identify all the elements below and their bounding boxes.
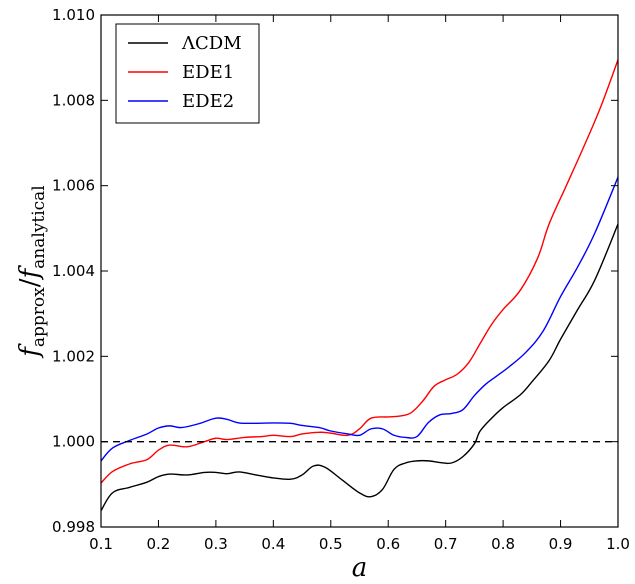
legend: ΛCDM EDE1 EDE2 — [115, 23, 260, 124]
x-tick-label: 0.6 — [376, 535, 400, 553]
legend-label: EDE2 — [182, 91, 234, 112]
y-axis-label: fapprox/fanalytical — [15, 185, 49, 359]
legend-label: EDE1 — [182, 62, 234, 83]
y-tick-label: 1.002 — [52, 347, 95, 365]
legend-label: ΛCDM — [181, 33, 242, 54]
y-tick-label: 1.006 — [52, 177, 95, 195]
y-label-sub2: analytical — [29, 185, 49, 269]
series-line-cdm — [101, 223, 618, 512]
x-tick-label: 0.9 — [549, 535, 573, 553]
y-tick-label: 1.004 — [52, 262, 95, 280]
plot-lines — [101, 59, 618, 512]
y-tick-label: 1.000 — [52, 433, 95, 451]
x-tick-label: 0.2 — [147, 535, 171, 553]
x-tick-label: 0.8 — [491, 535, 515, 553]
x-tick-label: 0.1 — [89, 535, 113, 553]
y-tick-label: 1.008 — [52, 91, 95, 109]
x-axis-label: a — [352, 553, 368, 583]
y-tick-label: 0.998 — [52, 518, 95, 536]
series-line-ede2 — [101, 176, 618, 462]
series-line-ede1 — [101, 59, 618, 484]
x-tick-label: 0.7 — [434, 535, 458, 553]
y-label-sub1: approx — [29, 287, 49, 347]
x-tick-label: 0.3 — [204, 535, 228, 553]
legend-frame — [115, 23, 260, 124]
x-tick-label: 0.5 — [319, 535, 343, 553]
y-tick-label: 1.010 — [52, 6, 95, 24]
x-tick-label: 1.0 — [606, 535, 630, 553]
axis-tick-labels: 0.1 0.2 0.3 0.4 0.5 0.6 0.7 0.8 0.9 1.0 0.998 1.000… — [52, 6, 630, 553]
axis-ticks — [100, 14, 619, 528]
y-label-slash: / — [15, 278, 45, 287]
x-tick-label: 0.4 — [261, 535, 285, 553]
